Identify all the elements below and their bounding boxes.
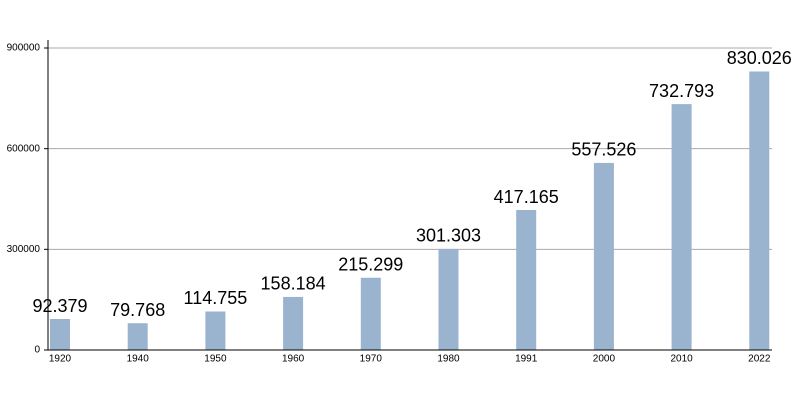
value-label: 158.184	[261, 274, 326, 294]
bar	[50, 319, 70, 350]
bar	[516, 210, 537, 350]
bar	[283, 296, 304, 350]
bar	[205, 311, 226, 350]
value-label: 417.165	[494, 187, 559, 207]
bar	[671, 104, 692, 350]
y-tick-label: 900000	[7, 43, 41, 54]
bar	[593, 162, 614, 350]
x-tick-label: 2010	[670, 354, 693, 365]
value-label: 79.768	[110, 300, 165, 320]
value-label: 92.379	[32, 296, 87, 316]
x-tick-label: 1970	[360, 354, 383, 365]
bar	[127, 323, 148, 350]
y-tick-label: 300000	[7, 244, 41, 255]
value-label: 557.526	[571, 140, 636, 160]
x-tick-label: 1960	[282, 354, 305, 365]
x-tick-label: 2022	[748, 354, 771, 365]
x-tick-label: 1980	[437, 354, 460, 365]
bar	[360, 277, 381, 350]
x-tick-label: 1920	[49, 354, 72, 365]
x-tick-label: 1950	[204, 354, 227, 365]
bar	[438, 248, 459, 350]
x-tick-label: 2000	[593, 354, 616, 365]
value-label: 114.755	[184, 288, 248, 308]
y-tick-label: 0	[34, 345, 40, 356]
x-tick-label: 1940	[127, 354, 150, 365]
value-label: 732.793	[649, 81, 714, 101]
value-label: 830.026	[727, 48, 792, 68]
x-tick-label: 1991	[515, 354, 538, 365]
value-label: 215.299	[338, 255, 403, 275]
bar	[749, 71, 770, 350]
y-tick-label: 600000	[7, 143, 41, 154]
value-label: 301.303	[416, 226, 481, 246]
